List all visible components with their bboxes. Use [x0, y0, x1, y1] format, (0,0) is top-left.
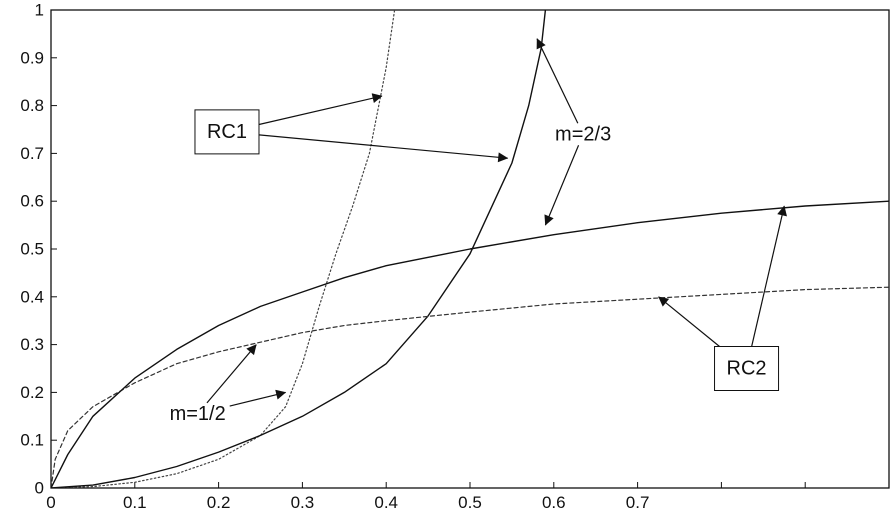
x-tick-label: 0.6: [542, 493, 566, 512]
x-tick-label: 0: [46, 493, 55, 512]
annotation-arrow-rc1: [258, 134, 509, 163]
y-tick-label: 0.6: [20, 192, 44, 211]
series-line-rc2-m-1-2: [51, 286, 889, 488]
annotation-arrow-rc1: [258, 93, 383, 126]
y-tick-label: 0.7: [20, 144, 44, 163]
y-tick-label: 0.9: [20, 48, 44, 67]
annotation-arrow-m-1-2: [229, 389, 287, 407]
annotations: RC1 m=2/3 RC2 m=1/2: [170, 38, 787, 425]
series-line-rc2-m-2-3: [51, 200, 889, 488]
x-tick-label: 0.4: [374, 493, 398, 512]
x-tick-label: 0.3: [291, 493, 315, 512]
y-tick-label: 0.3: [20, 335, 44, 354]
annotation-arrow-m-1-2: [206, 344, 257, 404]
annotation-label-m-2-3: m=2/3: [555, 123, 611, 145]
annotation-arrow-rc2: [751, 205, 787, 347]
annotation-arrow-rc2: [658, 296, 720, 347]
series-line-rc1-m-1-2: [51, 10, 396, 488]
annotation-arrow-m-2-3: [544, 145, 580, 226]
y-tick-label: 0.8: [20, 96, 44, 115]
x-tick-label: 0.5: [458, 493, 482, 512]
annotation-box-rc1: [194, 109, 260, 155]
annotation-label-rc1: RC1: [207, 121, 247, 143]
axes: 0 0.1 0.2 0.3 0.4 0.5 0.6 0.7 0.8 0.9 1 0 0.1 0.2 0.3 0…: [20, 1, 890, 512]
y-tick-label: 1: [35, 1, 44, 20]
annotation-box-rc2: [714, 346, 780, 391]
annotation-arrow-m-2-3: [536, 38, 579, 124]
x-tick-label: 0.1: [123, 493, 147, 512]
x-tick-label: 0.7: [626, 493, 650, 512]
y-tick-label: 0.1: [20, 431, 44, 450]
y-tick-label: 0.4: [20, 287, 44, 306]
series-layer: [51, 10, 889, 488]
y-tick-label: 0.5: [20, 240, 44, 259]
annotation-label-m-1-2: m=1/2: [170, 403, 226, 425]
y-tick-label: 0: [35, 479, 44, 498]
annotation-label-rc2: RC2: [727, 358, 767, 380]
series-line-rc1-m-2-3: [51, 10, 547, 488]
x-tick-label: 0.2: [207, 493, 231, 512]
y-tick-label: 0.2: [20, 383, 44, 402]
